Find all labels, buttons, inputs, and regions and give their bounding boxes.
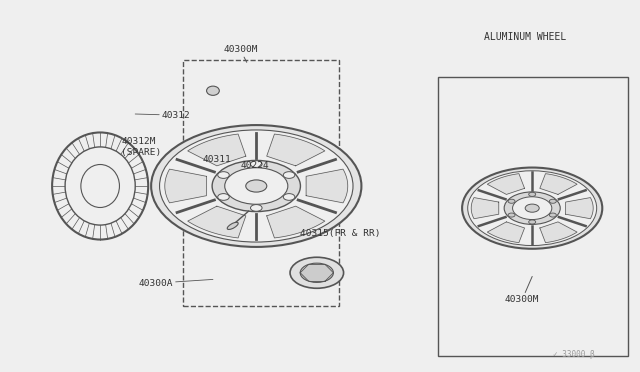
Circle shape — [284, 172, 295, 179]
Text: 40300A: 40300A — [138, 279, 213, 288]
Polygon shape — [267, 206, 325, 238]
Circle shape — [284, 193, 295, 200]
Polygon shape — [487, 174, 525, 195]
Text: 40224: 40224 — [241, 161, 269, 170]
Polygon shape — [471, 198, 499, 219]
Polygon shape — [487, 222, 525, 243]
Circle shape — [218, 193, 229, 200]
Circle shape — [513, 197, 552, 219]
Text: ✓ 33000 β: ✓ 33000 β — [552, 350, 594, 359]
Ellipse shape — [65, 147, 135, 225]
Circle shape — [525, 204, 540, 212]
Circle shape — [246, 180, 267, 192]
Text: 40315(FR & RR): 40315(FR & RR) — [300, 229, 380, 238]
Polygon shape — [165, 169, 207, 203]
Circle shape — [290, 257, 344, 288]
Polygon shape — [188, 206, 246, 238]
Circle shape — [549, 199, 556, 203]
Circle shape — [468, 171, 596, 246]
Ellipse shape — [207, 86, 220, 95]
Bar — [183, 61, 339, 306]
Polygon shape — [566, 198, 593, 219]
Circle shape — [504, 192, 560, 224]
Ellipse shape — [227, 222, 238, 230]
Polygon shape — [188, 134, 246, 166]
Text: 40312: 40312 — [135, 111, 191, 120]
Polygon shape — [540, 222, 577, 243]
Text: 40300M: 40300M — [505, 276, 540, 304]
Circle shape — [508, 213, 515, 217]
Circle shape — [508, 199, 515, 203]
Circle shape — [549, 213, 556, 217]
Circle shape — [218, 172, 229, 179]
Text: 40311: 40311 — [202, 155, 231, 164]
Circle shape — [159, 130, 353, 242]
Text: 40312M
(SPARE): 40312M (SPARE) — [121, 137, 161, 157]
Circle shape — [250, 205, 262, 211]
Circle shape — [212, 160, 300, 212]
Text: ALUMINUM WHEEL: ALUMINUM WHEEL — [484, 32, 566, 42]
Circle shape — [529, 192, 536, 196]
Circle shape — [250, 161, 262, 167]
Polygon shape — [306, 169, 348, 203]
Circle shape — [151, 125, 362, 247]
Circle shape — [300, 263, 333, 282]
Circle shape — [462, 167, 602, 249]
Polygon shape — [267, 134, 325, 166]
Ellipse shape — [81, 164, 120, 208]
Bar — [438, 77, 628, 356]
Circle shape — [529, 220, 536, 224]
Polygon shape — [540, 174, 577, 195]
Text: 40300M: 40300M — [223, 45, 258, 62]
Circle shape — [225, 168, 288, 204]
